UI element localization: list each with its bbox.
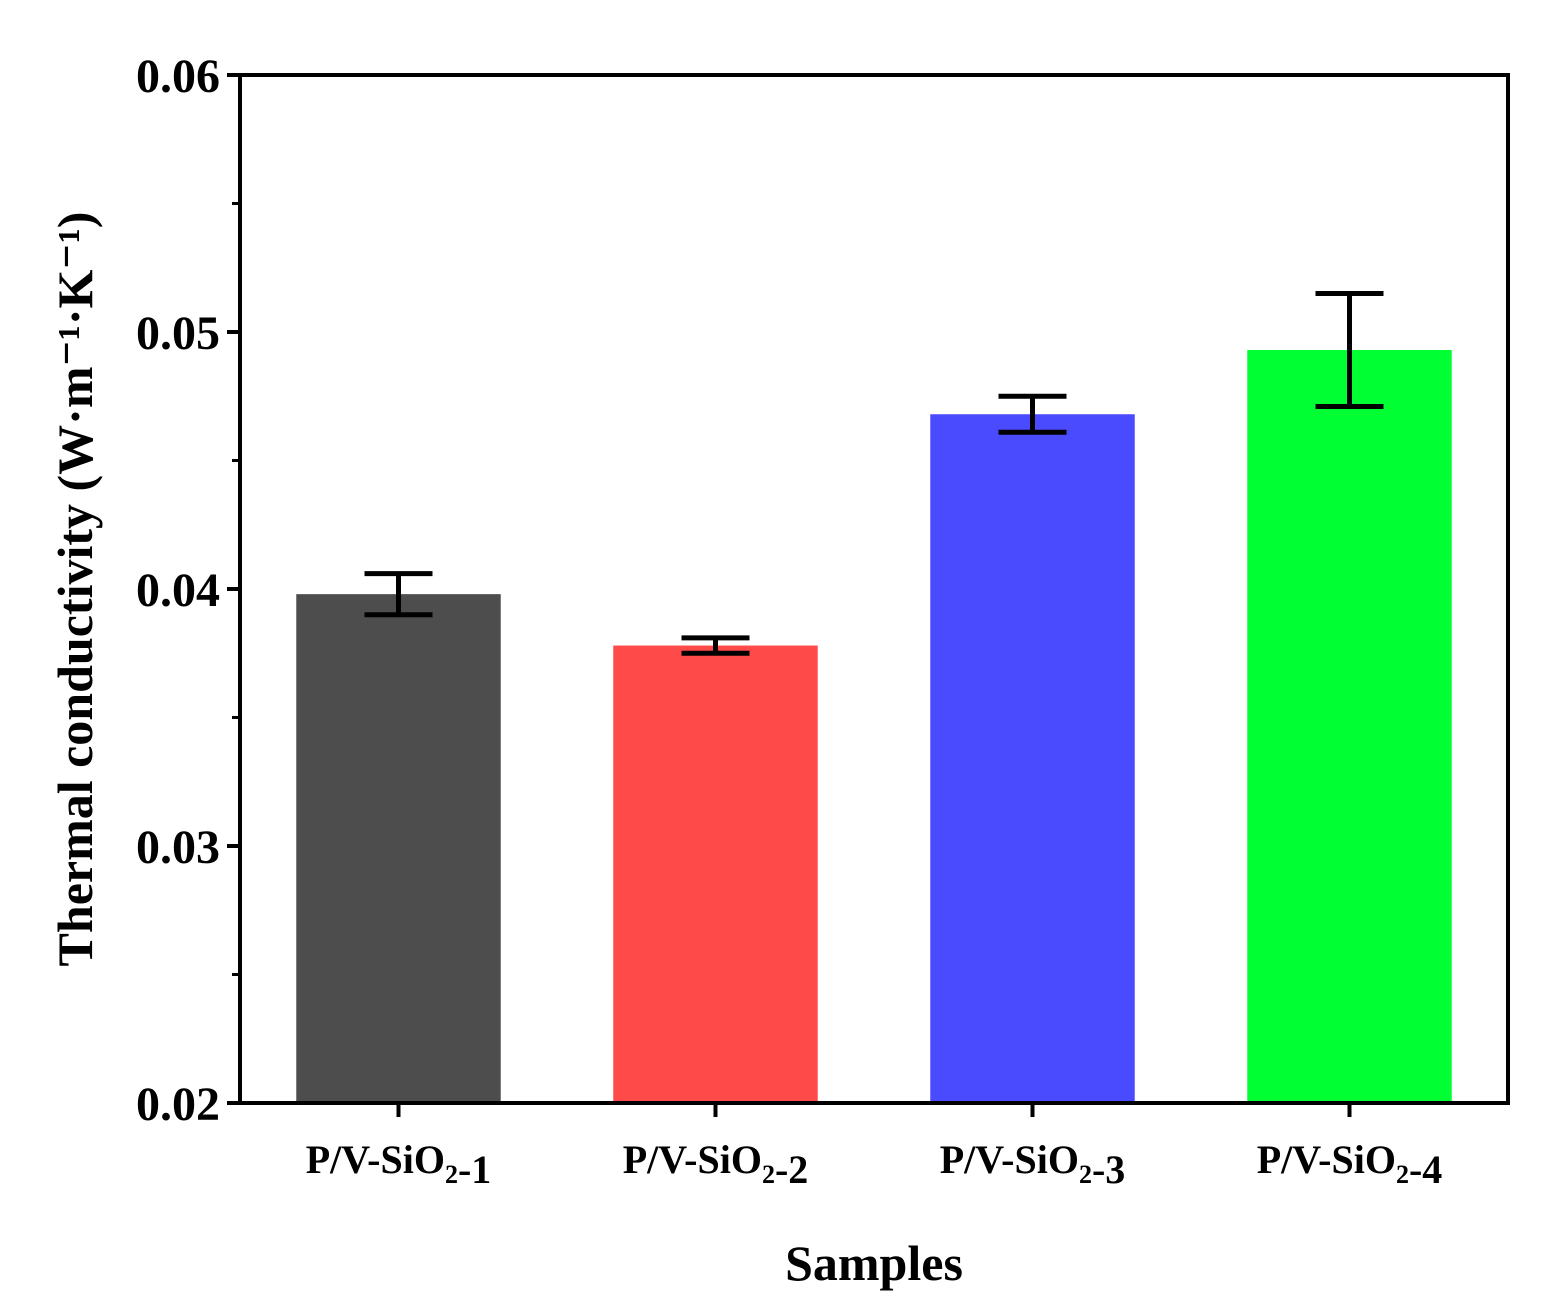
error-bar (998, 393, 1067, 435)
error-bars-layer (364, 290, 1384, 656)
y-tick-label: 0.04 (136, 564, 220, 617)
y-tick-label: 0.03 (136, 821, 220, 874)
x-axis: P/V-SiO2-1 P/V-SiO2-2 P/V-SiO2-3 P/V-SiO2-4 (306, 1103, 1443, 1192)
x-axis-title: Samples (785, 1235, 963, 1291)
x-tick-label: P/V-SiO2-2 (623, 1137, 809, 1192)
x-tick-label: P/V-SiO2-4 (1257, 1137, 1443, 1192)
y-tick-label: 0.05 (136, 307, 220, 360)
bar (296, 594, 501, 1103)
bars-layer (296, 349, 1452, 1103)
y-axis-title: Thermal conductivity (W·m⁻¹·K⁻¹) (47, 212, 103, 967)
error-bar (1315, 290, 1384, 410)
bar (930, 414, 1135, 1103)
x-tick-label: P/V-SiO2-1 (306, 1137, 492, 1192)
bar (613, 645, 818, 1103)
x-tick-label: P/V-SiO2-3 (940, 1137, 1126, 1192)
y-tick-label: 0.02 (136, 1078, 220, 1131)
y-tick-label: 0.06 (136, 50, 220, 103)
bar (1247, 349, 1452, 1103)
error-bar (364, 571, 433, 618)
error-bar (681, 635, 750, 656)
y-axis: 0.02 0.03 0.04 0.05 0.06 (136, 50, 240, 1131)
